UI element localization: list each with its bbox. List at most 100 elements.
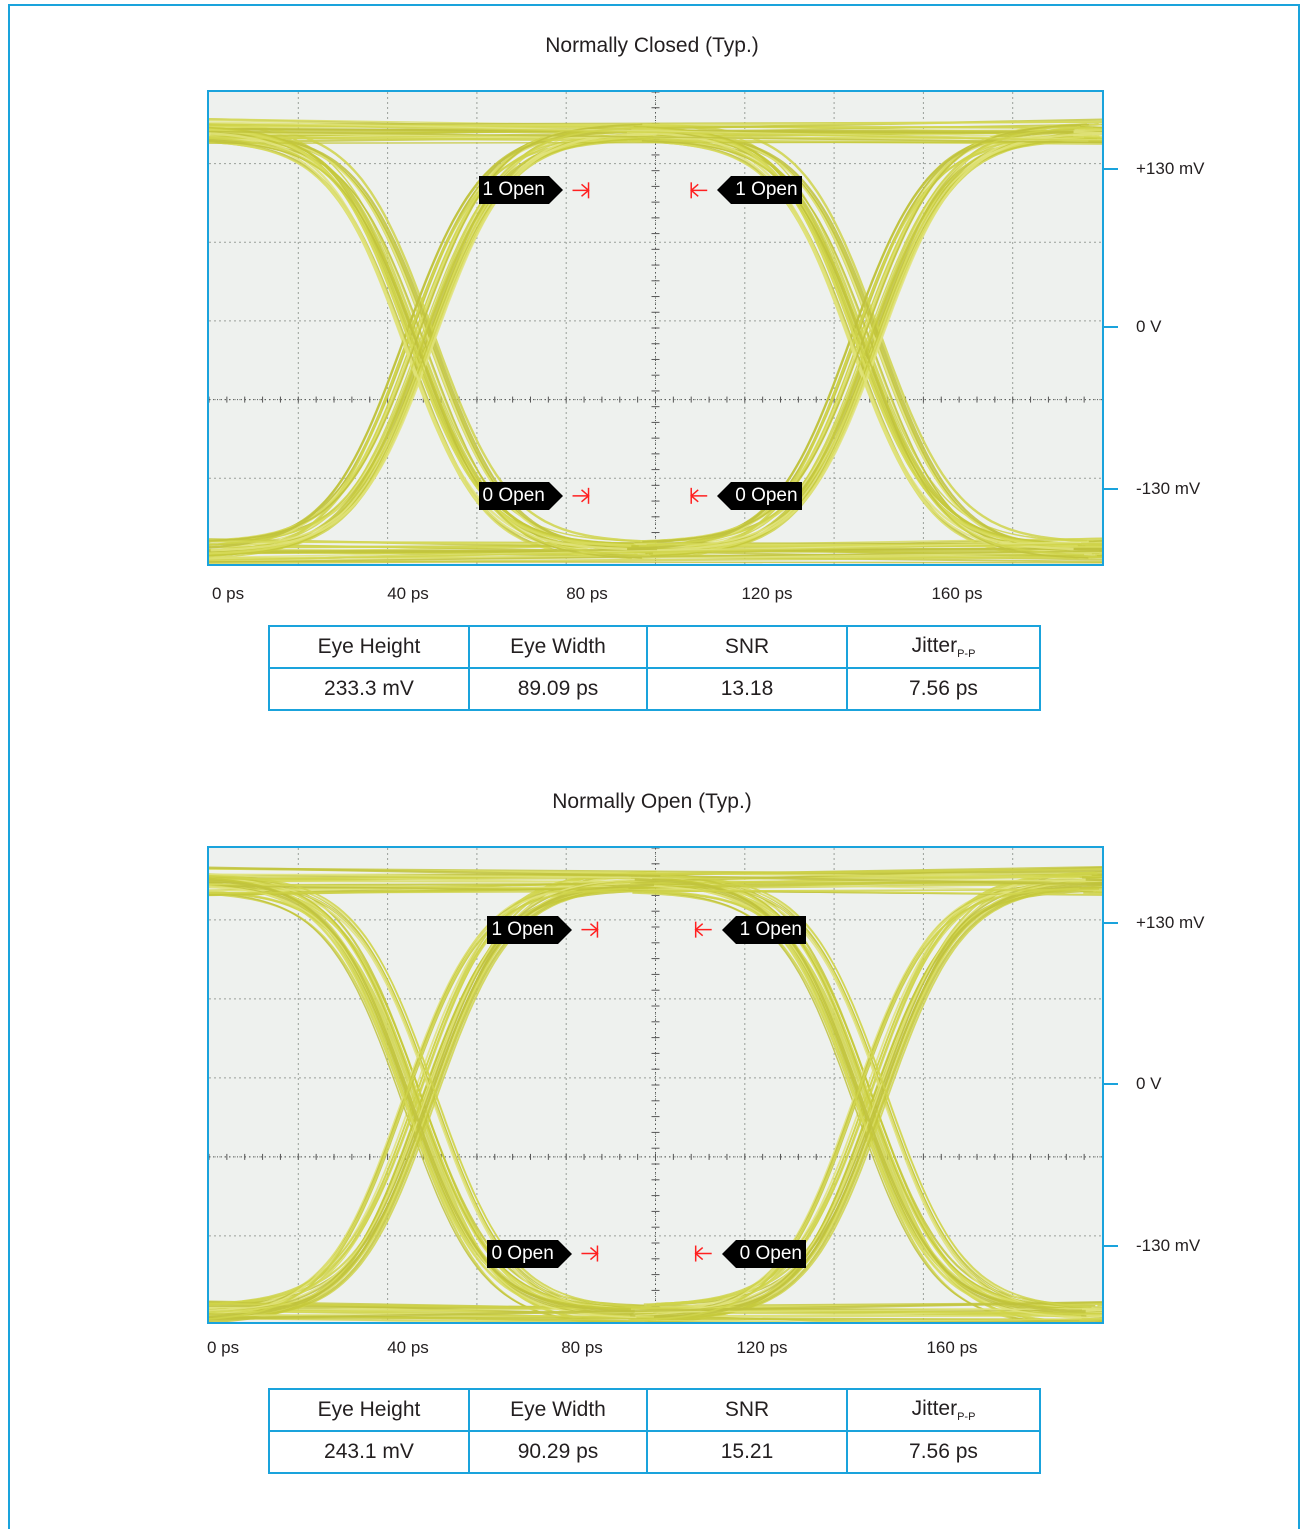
x-tick-label: 40 ps [387,1338,429,1358]
header-snr: SNR [647,626,847,668]
table-header-row: Eye Height Eye Width SNR JitterP-P [269,1389,1040,1431]
rising-falling-trace [1078,129,1102,546]
rising-falling-trace [1092,875,1102,1307]
rising-falling-trace [1084,138,1102,555]
x-tick-label: 80 ps [566,584,608,604]
rising-falling-trace [638,138,1085,555]
rising-falling-trace [1097,873,1102,1305]
cursor-marker-icon [581,922,597,938]
rising-falling-trace [1089,124,1102,541]
chart-title: Normally Closed (Typ.) [0,34,1304,58]
snr-value: 13.18 [647,668,847,710]
rising-falling-trace [1081,884,1102,1316]
rising-falling-trace [1096,884,1102,1316]
rising-falling-trace [1093,128,1102,545]
y-tick-mark [1104,488,1118,490]
rising-falling-trace [1097,139,1102,556]
y-tick-mark [1104,1245,1118,1247]
chart-title: Normally Open (Typ.) [0,790,1304,814]
rising-falling-trace [209,133,211,550]
rising-falling-trace [1080,132,1102,549]
rising-falling-trace [627,132,1074,549]
rising-falling-trace [1101,124,1102,541]
rising-falling-trace [1086,877,1102,1309]
cursor-marker-icon [696,922,712,938]
jitter-subscript: P-P [957,1411,975,1423]
eye-width-value: 90.29 ps [469,1431,647,1473]
rising-falling-trace [1083,129,1102,546]
rising-falling-trace [645,136,1092,553]
eye-height-value: 243.1 mV [269,1431,469,1473]
eye-height-value: 233.3 mV [269,668,469,710]
rising-falling-trace [631,877,1082,1309]
rising-falling-trace [1097,133,1102,550]
rising-falling-trace [1096,892,1102,1322]
rising-falling-trace [1094,877,1102,1309]
cursor-marker-icon [581,1246,597,1262]
rising-falling-trace [652,879,1102,1311]
open-marker-label: 1 Open [479,176,549,204]
eye-diagram-svg [209,92,1102,564]
eye-width-value: 89.09 ps [469,668,647,710]
rising-falling-trace [641,875,1092,1307]
rising-falling-trace [642,124,1089,541]
rising-falling-trace [1089,140,1102,557]
rising-falling-trace [1081,883,1102,1315]
rising-falling-trace [1082,877,1102,1309]
rising-falling-trace [211,133,657,550]
x-tick-label: 0 ps [207,1338,239,1358]
rising-falling-trace [1085,129,1102,546]
rising-falling-trace [1081,135,1103,552]
snr-value: 15.21 [647,1431,847,1473]
open-marker-label: 1 Open [736,916,806,944]
rising-falling-trace [1099,136,1102,553]
rising-falling-trace [1077,127,1102,544]
rising-falling-trace [1082,880,1103,1312]
header-snr: SNR [647,1389,847,1431]
x-tick-label: 0 ps [212,584,244,604]
rising-falling-trace [1080,129,1102,546]
table-row: 243.1 mV 90.29 ps 15.21 7.56 ps [269,1431,1040,1473]
rising-falling-trace [1093,891,1102,1322]
rising-falling-trace [209,130,211,547]
rising-falling-trace [1095,891,1102,1322]
y-tick-mark [1104,326,1118,328]
jitter-label: Jitter [912,634,958,657]
rising-falling-trace [1080,127,1102,544]
rising-falling-trace [1099,889,1102,1321]
measurement-table: Eye Height Eye Width SNR JitterP-P 243.1… [268,1388,1041,1474]
measurement-table: Eye Height Eye Width SNR JitterP-P 233.3… [268,625,1041,711]
rising-falling-trace [1095,872,1102,1304]
rising-falling-trace [1093,130,1102,547]
header-eye-height: Eye Height [269,626,469,668]
rising-falling-trace [209,879,211,1311]
rising-falling-trace [1100,138,1102,555]
cursor-marker-icon [573,488,589,504]
rising-falling-trace [1090,141,1102,558]
rising-falling-trace [1076,141,1102,558]
cursor-marker-icon [696,1246,712,1262]
x-tick-label: 120 ps [741,584,792,604]
rising-falling-trace [1099,888,1102,1320]
jitter-value: 7.56 ps [847,1431,1040,1473]
rising-falling-trace [1086,884,1102,1316]
rising-falling-trace [1078,132,1102,549]
rising-falling-trace [209,136,210,553]
rising-falling-trace [642,891,1093,1322]
rising-falling-trace [1097,887,1102,1319]
rising-falling-trace [1099,884,1102,1316]
rising-falling-trace [635,880,1086,1312]
rising-falling-trace [647,128,1094,545]
rising-falling-trace [1085,882,1102,1314]
rising-falling-trace [1101,133,1102,550]
rising-falling-trace [1100,887,1102,1319]
rising-falling-trace [642,134,1089,551]
rising-falling-trace [209,125,210,542]
rising-falling-trace [1094,881,1102,1313]
rising-falling-trace [629,877,1080,1309]
y-tick-label: 0 V [1136,317,1162,337]
rising-falling-trace [627,886,1078,1318]
header-jitter: JitterP-P [847,626,1040,668]
rising-falling-trace [1079,141,1103,558]
